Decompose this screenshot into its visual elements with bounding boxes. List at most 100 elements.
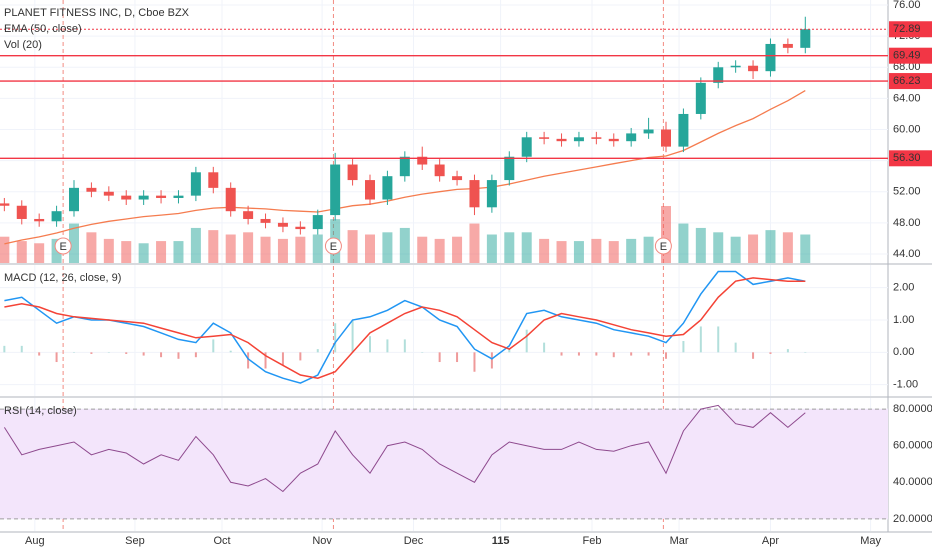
histogram-bar bbox=[682, 341, 685, 353]
histogram-bar bbox=[316, 349, 319, 353]
x-tick-label: May bbox=[860, 535, 881, 547]
candle-body bbox=[695, 82, 706, 114]
candle-body bbox=[452, 176, 463, 181]
candle-body bbox=[69, 187, 79, 212]
candle-body bbox=[521, 137, 532, 157]
histogram-bar bbox=[804, 352, 807, 353]
histogram-bar bbox=[55, 352, 58, 363]
candle-body bbox=[504, 156, 515, 181]
volume-bar bbox=[434, 238, 445, 263]
candle-body bbox=[556, 138, 567, 142]
volume-bar bbox=[539, 238, 550, 263]
histogram-bar bbox=[177, 352, 180, 359]
y-tick-label: 68.00 bbox=[893, 61, 921, 73]
candle-body bbox=[730, 65, 741, 68]
candle-body bbox=[748, 65, 759, 72]
x-tick-label: Oct bbox=[213, 535, 230, 547]
histogram-bar bbox=[264, 352, 267, 369]
volume-bar bbox=[608, 241, 619, 263]
volume-bar bbox=[417, 236, 428, 263]
candle-body bbox=[156, 195, 167, 198]
histogram-bar bbox=[351, 319, 354, 353]
volume-bar bbox=[678, 223, 689, 263]
candle-body bbox=[539, 137, 550, 139]
histogram-bar bbox=[3, 345, 6, 353]
y-tick-label: 40.0000 bbox=[893, 476, 932, 488]
level-label: 69.49 bbox=[893, 50, 921, 62]
candle-body bbox=[713, 67, 724, 83]
histogram-bar bbox=[490, 352, 493, 369]
volume-bar bbox=[695, 227, 706, 263]
volume-bar bbox=[0, 236, 10, 263]
volume-bar bbox=[34, 243, 45, 263]
candle-body bbox=[486, 180, 497, 208]
volume-bar bbox=[765, 230, 776, 263]
volume-bar bbox=[748, 234, 759, 263]
volume-bar bbox=[295, 236, 306, 263]
y-tick-label: 48.00 bbox=[893, 217, 921, 229]
histogram-bar bbox=[229, 350, 232, 353]
earnings-label: E bbox=[330, 241, 337, 253]
histogram-bar bbox=[281, 352, 284, 366]
y-tick-label: 44.00 bbox=[893, 248, 921, 260]
histogram-bar bbox=[786, 349, 789, 353]
candle-body bbox=[365, 180, 375, 200]
histogram-bar bbox=[630, 352, 633, 356]
x-tick-label: Apr bbox=[762, 535, 779, 547]
candle-body bbox=[295, 226, 306, 230]
volume-bar bbox=[208, 230, 219, 263]
volume-bar bbox=[800, 234, 811, 263]
y-tick-label: 64.00 bbox=[893, 92, 921, 104]
histogram-bar bbox=[456, 352, 459, 363]
volume-bar bbox=[16, 241, 27, 263]
chart-title: RSI (14, close) bbox=[4, 405, 77, 417]
histogram-bar bbox=[595, 352, 598, 356]
histogram-bar bbox=[160, 352, 163, 358]
histogram-bar bbox=[734, 342, 737, 353]
candle-body bbox=[103, 191, 114, 196]
earnings-label: E bbox=[59, 241, 66, 253]
candle-body bbox=[626, 133, 637, 142]
volume-bar bbox=[469, 223, 480, 263]
indicator-label: Vol (20) bbox=[4, 39, 42, 51]
histogram-bar bbox=[73, 352, 75, 353]
candle-body bbox=[434, 164, 445, 177]
series-line bbox=[4, 90, 806, 245]
earnings-label: E bbox=[660, 241, 667, 253]
candle-body bbox=[399, 156, 410, 177]
earnings-marker bbox=[324, 237, 342, 255]
volume-bar bbox=[156, 241, 167, 263]
series-line bbox=[3, 404, 806, 493]
histogram-bar bbox=[560, 352, 563, 356]
histogram-bar bbox=[369, 336, 371, 353]
volume-bar bbox=[504, 232, 515, 263]
histogram-bar bbox=[38, 352, 41, 356]
volume-bar bbox=[277, 238, 288, 263]
candle-body bbox=[260, 218, 271, 223]
y-tick-label: 60.0000 bbox=[893, 440, 932, 452]
candle-body bbox=[51, 211, 62, 222]
volume-bar bbox=[243, 232, 254, 263]
last-price-bg bbox=[889, 21, 932, 38]
histogram-bar bbox=[142, 352, 145, 356]
y-tick-label: 80.0000 bbox=[893, 403, 932, 415]
candle-body bbox=[330, 164, 341, 216]
histogram-bar bbox=[717, 326, 720, 353]
level-label-bg bbox=[889, 47, 932, 64]
x-tick-label: Dec bbox=[404, 535, 424, 547]
level-label: 66.23 bbox=[893, 75, 921, 87]
candle-body bbox=[417, 156, 428, 165]
last-price-label: 72.89 bbox=[893, 23, 921, 35]
chart-title: MACD (12, 26, close, 9) bbox=[4, 272, 121, 284]
candle-body bbox=[34, 218, 45, 222]
rsi-band bbox=[0, 409, 888, 519]
volume-bar bbox=[521, 232, 532, 263]
volume-bar bbox=[260, 236, 271, 263]
candle-body bbox=[312, 215, 323, 230]
chart-title: PLANET FITNESS INC, D, Cboe BZX bbox=[4, 7, 190, 19]
histogram-bar bbox=[247, 352, 250, 369]
series-line bbox=[4, 277, 806, 379]
y-tick-label: 1.00 bbox=[893, 314, 914, 326]
y-tick-label: -1.00 bbox=[893, 379, 918, 391]
candle-body bbox=[469, 180, 480, 208]
